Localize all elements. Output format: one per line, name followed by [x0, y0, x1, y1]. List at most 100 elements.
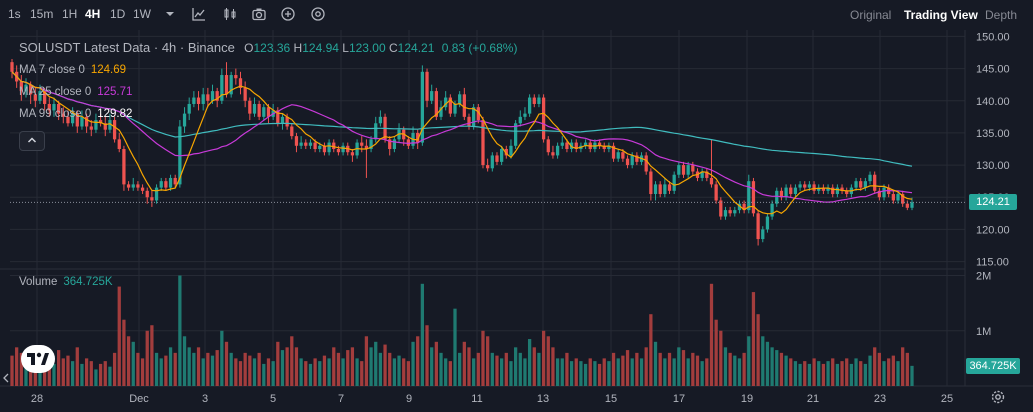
volume-bar[interactable] [420, 283, 424, 386]
candle-body[interactable] [798, 184, 802, 188]
timeframe-1s[interactable]: 1s [8, 7, 21, 21]
volume-bar[interactable] [695, 355, 700, 386]
volume-bar[interactable] [458, 352, 462, 386]
volume-bar[interactable] [462, 341, 466, 386]
candle-body[interactable] [756, 213, 760, 240]
volume-bar[interactable] [131, 341, 135, 386]
candle-body[interactable] [495, 155, 499, 162]
candle-body[interactable] [472, 107, 476, 127]
volume-bar[interactable] [308, 363, 313, 386]
volume-bar[interactable] [812, 358, 816, 386]
candle-body[interactable] [94, 120, 98, 130]
candle-body[interactable] [57, 103, 61, 114]
candle-body[interactable] [332, 142, 336, 149]
volume-bar[interactable] [411, 341, 415, 386]
volume-bar[interactable] [472, 358, 476, 386]
candle-body[interactable] [430, 91, 434, 101]
volume-bar[interactable] [486, 336, 490, 386]
volume-bar[interactable] [583, 363, 588, 386]
volume-bar[interactable] [737, 358, 742, 386]
candle-body[interactable] [434, 91, 438, 117]
candle-body[interactable] [210, 91, 215, 101]
collapse-legend-button[interactable] [19, 131, 45, 151]
candle-body[interactable] [574, 142, 578, 149]
candle-body[interactable] [304, 142, 308, 146]
volume-bar[interactable] [873, 347, 877, 386]
candle-body[interactable] [597, 142, 602, 146]
candle-body[interactable] [686, 165, 690, 175]
volume-bar[interactable] [210, 355, 215, 386]
candle-body[interactable] [868, 174, 872, 182]
candle-body[interactable] [700, 171, 704, 178]
volume-bar[interactable] [285, 347, 289, 386]
volume-bar[interactable] [416, 336, 420, 386]
candle-body[interactable] [653, 184, 658, 195]
volume-bar[interactable] [266, 358, 271, 386]
volume-bar[interactable] [845, 358, 849, 386]
candle-body[interactable] [215, 91, 219, 101]
candle-body[interactable] [621, 152, 625, 159]
volume-bar[interactable] [714, 319, 718, 386]
candle-body[interactable] [509, 145, 513, 156]
candle-body[interactable] [681, 165, 686, 175]
volume-bar[interactable] [742, 352, 746, 386]
candle-body[interactable] [845, 190, 849, 195]
candle-body[interactable] [513, 123, 518, 146]
volume-bar[interactable] [532, 347, 536, 386]
volume-bar[interactable] [262, 363, 266, 386]
volume-bar[interactable] [686, 358, 690, 386]
candle-body[interactable] [691, 165, 695, 172]
candle-body[interactable] [378, 116, 383, 124]
volume-bar[interactable] [835, 363, 840, 386]
volume-bar[interactable] [453, 308, 457, 386]
volume-bar[interactable] [574, 358, 578, 386]
volume-bar[interactable] [318, 361, 322, 386]
candle-body[interactable] [220, 75, 224, 101]
candle-body[interactable] [607, 145, 611, 149]
volume-bar[interactable] [448, 361, 452, 386]
volume-bar[interactable] [332, 347, 336, 386]
volume-bar[interactable] [89, 361, 93, 386]
candle-body[interactable] [765, 216, 770, 230]
candle-body[interactable] [486, 165, 490, 169]
volume-bar[interactable] [243, 352, 247, 386]
volume-bar[interactable] [173, 352, 177, 386]
volume-bar[interactable] [691, 352, 695, 386]
volume-bar[interactable] [164, 355, 168, 386]
volume-bar[interactable] [234, 358, 238, 386]
candle-body[interactable] [117, 139, 121, 149]
candle-body[interactable] [140, 187, 145, 191]
candle-body[interactable] [10, 62, 14, 72]
volume-bar[interactable] [52, 363, 56, 386]
candle-body[interactable] [551, 152, 555, 156]
candle-body[interactable] [481, 120, 485, 166]
volume-bar[interactable] [322, 355, 327, 386]
volume-bar[interactable] [238, 361, 243, 386]
volume-bar[interactable] [709, 283, 714, 386]
candle-body[interactable] [565, 142, 569, 149]
candle-body[interactable] [350, 152, 355, 156]
scroll-left-icon[interactable] [3, 373, 9, 383]
volume-bar[interactable] [891, 355, 895, 386]
candles-icon[interactable] [222, 6, 238, 22]
candle-body[interactable] [546, 139, 550, 153]
volume-bar[interactable] [849, 363, 854, 386]
volume-bar[interactable] [24, 363, 28, 386]
volume-bar[interactable] [94, 369, 98, 386]
volume-bar[interactable] [705, 358, 709, 386]
chevron-down-icon[interactable] [162, 6, 178, 22]
candle-body[interactable] [817, 187, 821, 191]
volume-bar[interactable] [346, 350, 350, 386]
volume-bar[interactable] [649, 314, 653, 386]
volume-bar[interactable] [66, 355, 70, 386]
candle-body[interactable] [583, 142, 588, 146]
candle-body[interactable] [560, 142, 564, 146]
volume-bar[interactable] [677, 347, 681, 386]
candle-body[interactable] [625, 158, 630, 166]
volume-bar[interactable] [887, 358, 891, 386]
volume-bar[interactable] [341, 358, 345, 386]
volume-bar[interactable] [868, 355, 872, 386]
volume-bar[interactable] [313, 358, 317, 386]
volume-bar[interactable] [639, 358, 644, 386]
volume-bar[interactable] [276, 341, 280, 386]
